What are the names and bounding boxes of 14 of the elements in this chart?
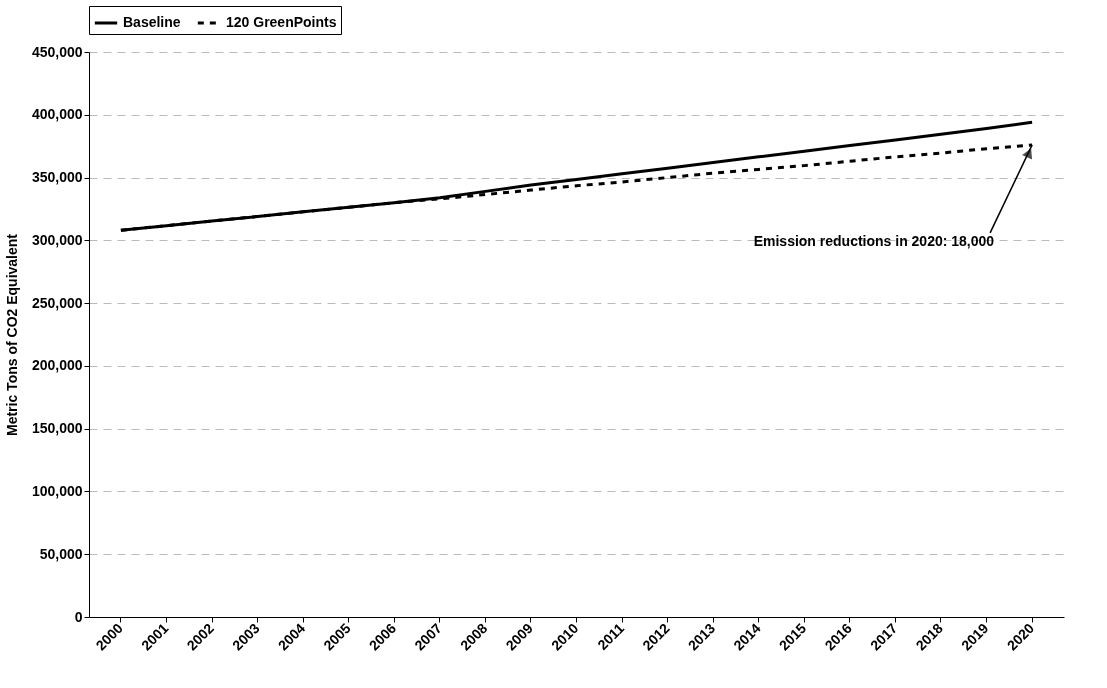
annotation: Emission reductions in 2020: 18,000 [753, 232, 995, 249]
y-tick-label: 250,000 [31, 294, 83, 311]
y-tick-label: 0 [74, 608, 83, 625]
y-tick-label: 150,000 [31, 420, 83, 437]
y-tick-label: 300,000 [31, 231, 83, 248]
y-tick-label: 100,000 [31, 482, 83, 499]
y-axis-title: Metric Tons of CO2 Equivalent [3, 233, 20, 436]
y-tick-label: 450,000 [31, 43, 83, 60]
legend-label: 120 GreenPoints [226, 14, 337, 30]
y-tick-label: 200,000 [31, 357, 83, 374]
legend-label: Baseline [123, 14, 181, 30]
y-tick-label: 400,000 [31, 106, 83, 123]
y-tick-label: 50,000 [39, 545, 83, 562]
y-tick-label: 350,000 [31, 169, 83, 186]
